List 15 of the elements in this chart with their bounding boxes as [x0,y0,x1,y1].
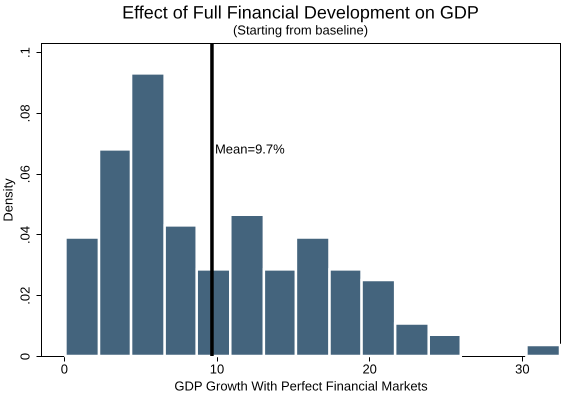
y-axis-title: Density [0,178,16,222]
chart-subtitle: (Starting from baseline) [232,22,368,38]
x-tick-label: 0 [60,362,68,376]
chart-title: Effect of Full Financial Development on GDP [122,2,479,22]
x-axis-title: GDP Growth With Perfect Financial Markets [174,378,428,394]
x-tick-label: 30 [515,362,530,376]
y-tick-label: .08 [18,104,32,122]
x-tick-label: 10 [210,362,224,376]
y-tick-label: .02 [18,286,32,305]
ref-line-label: Mean=9.7% [214,141,286,156]
y-tick-label: .06 [18,165,32,184]
y-tick-label: 0 [18,352,32,360]
x-tick-label: 20 [362,362,377,376]
y-tick-label: .04 [18,226,32,244]
y-tick-label: .1 [18,47,32,58]
